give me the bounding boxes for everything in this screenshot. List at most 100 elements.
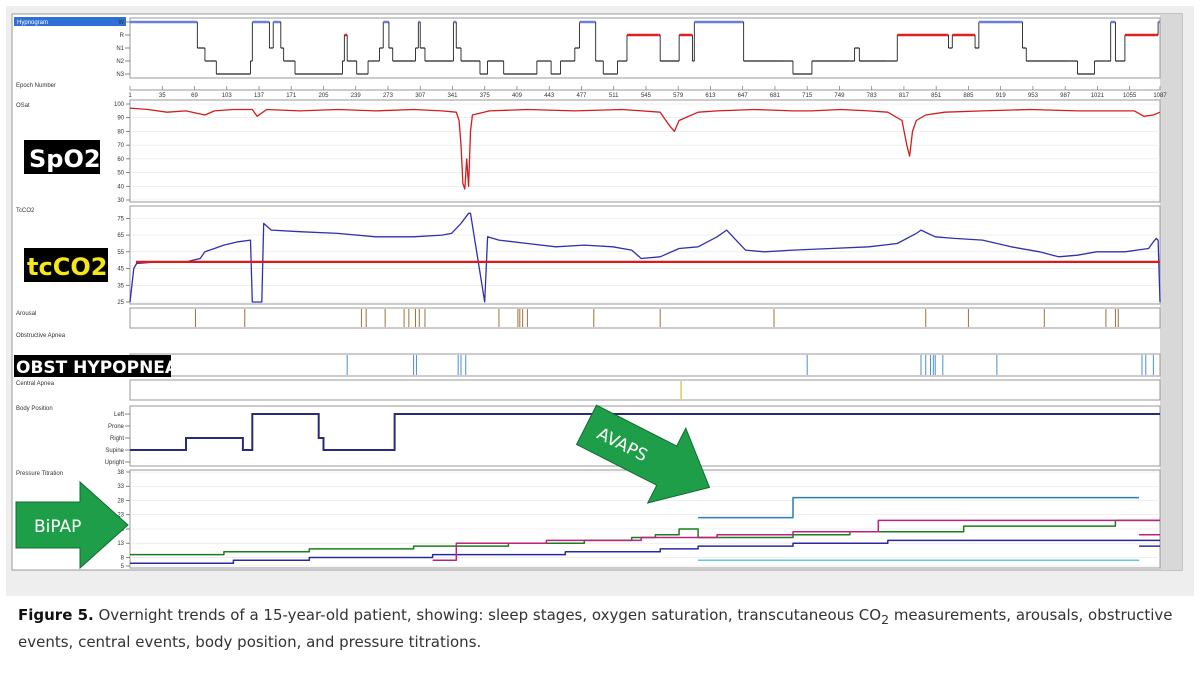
body-position-title: Body Position — [16, 406, 53, 412]
epoch-tick-label: 749 — [834, 93, 845, 99]
spo2-overlay-label: SpO2 — [24, 140, 101, 174]
epoch-tick-label: 341 — [447, 93, 458, 99]
pressure-series — [130, 496, 1160, 564]
obstructive-apnea-title: Obstructive Apnea — [16, 333, 66, 339]
pressure-titration-title: Pressure Titration — [16, 471, 63, 477]
hypnogram-stage-label: W — [118, 20, 124, 26]
pressure-line — [130, 539, 1160, 564]
spo2-line — [129, 107, 1161, 190]
position-axis: Left Prone Right Supine Upright — [105, 412, 130, 466]
epoch-tick-label: 885 — [963, 93, 974, 99]
epoch-tick-label: 511 — [609, 93, 619, 99]
figure-caption: Figure 5. Overnight trends of a 15-year-… — [18, 604, 1182, 654]
osat-title: OSat — [16, 103, 30, 109]
spo2-tick-label: 50 — [117, 171, 124, 177]
epoch-tick-label: 1087 — [1153, 93, 1167, 99]
hypnogram-stage-label: N2 — [116, 59, 124, 65]
caption-text-b: measurements, arousals, obstructive even… — [18, 606, 1173, 651]
chart-frame — [11, 13, 1183, 571]
pressure-tick-label: 28 — [117, 498, 124, 504]
obstructive-events — [346, 355, 1154, 375]
pressure-tick-label: 8 — [121, 555, 125, 561]
epoch-tick-label: 613 — [705, 93, 716, 99]
epoch-tick-label: 851 — [931, 93, 942, 99]
tcco2-title: TcCO2 — [16, 208, 35, 214]
pressure-tick-label: 23 — [117, 513, 124, 519]
epoch-tick-label: 545 — [641, 93, 652, 99]
tcco2-series — [129, 212, 1161, 303]
hypnogram-title-bg — [14, 17, 126, 26]
spo2-tick-label: 70 — [117, 143, 124, 149]
spo2-tick-label: 90 — [117, 116, 124, 122]
tcco2-axis: 25 35 45 55 65 75 — [117, 216, 1160, 306]
epoch-tick-label: 1021 — [1091, 93, 1105, 99]
bipap-label: BiPAP — [34, 517, 81, 537]
tcco2-line — [129, 212, 1161, 303]
spo2-tick-label: 60 — [117, 157, 124, 163]
pressure-line — [130, 519, 1160, 556]
hypnogram-series — [130, 20, 1160, 75]
tcco2-tick-label: 65 — [117, 233, 124, 239]
epoch-tick-label: 103 — [222, 93, 233, 99]
tcco2-overlay-label: tcCO2 — [24, 248, 108, 282]
caption-figure-number: Figure 5. — [18, 606, 94, 624]
epoch-tick-label: 681 — [770, 93, 781, 99]
spo2-tick-label: 100 — [114, 102, 125, 108]
epoch-tick-label: 647 — [738, 93, 749, 99]
position-level-label: Right — [110, 436, 124, 442]
epoch-tick-label: 375 — [480, 93, 491, 99]
spo2-tick-label: 30 — [117, 198, 124, 204]
epoch-tick-label: 307 — [415, 93, 426, 99]
spo2-plot-box — [129, 99, 1161, 203]
tcco2-plot-box — [129, 205, 1161, 305]
epoch-tick-label: 35 — [159, 93, 166, 99]
caption-text-a: Overnight trends of a 15-year-old patien… — [93, 606, 882, 624]
epoch-axis: 1 35 69 103 137 171 205 239 273 307 341 375 409 443 47… — [128, 86, 1167, 99]
epoch-tick-label: 239 — [351, 93, 362, 99]
hypnogram-stage-label: N1 — [116, 46, 124, 52]
epoch-tick-label: 783 — [867, 93, 878, 99]
tcco2-tick-label: 35 — [117, 283, 124, 289]
bipap-arrow: BiPAP — [15, 480, 129, 570]
hypnogram-stage-label: N3 — [116, 72, 124, 78]
tcco2-tick-label: 25 — [117, 300, 124, 306]
central-apnea-title: Central Apnea — [16, 381, 55, 387]
epoch-tick-label: 443 — [544, 93, 555, 99]
tcco2-tick-label: 55 — [117, 250, 124, 256]
epoch-tick-label: 205 — [318, 93, 329, 99]
position-line — [130, 413, 1160, 451]
position-level-label: Upright — [105, 460, 125, 466]
epoch-tick-label: 987 — [1060, 93, 1071, 99]
position-level-label: Left — [114, 412, 124, 418]
overnight-trends-chart: Hypnogram Epoch Number OSat TcCO2 Arousa… — [6, 6, 1194, 596]
arousal-events — [194, 309, 1119, 327]
epoch-tick-label: 477 — [576, 93, 587, 99]
obst-hypopnea-overlay-label: OBST HYPOPNEA — [14, 355, 179, 378]
spo2-overlay-text: SpO2 — [29, 145, 101, 173]
epoch-tick-label: 273 — [383, 93, 394, 99]
pressure-tick-label: 5 — [121, 564, 125, 570]
arousal-title: Arousal — [16, 311, 36, 317]
pressure-line — [432, 519, 1160, 562]
spo2-series — [129, 107, 1161, 190]
position-level-label: Prone — [108, 424, 125, 430]
avaps-arrow: AVAPS — [575, 404, 711, 504]
epoch-tick-label: 1055 — [1123, 93, 1137, 99]
epoch-tick-label: 919 — [996, 93, 1007, 99]
pressure-tick-label: 38 — [117, 470, 124, 476]
arousal-plot-box — [129, 307, 1161, 329]
pressure-tick-label: 13 — [117, 541, 124, 547]
epoch-tick-label: 171 — [286, 93, 297, 99]
epoch-tick-label: 409 — [512, 93, 523, 99]
tcco2-tick-label: 45 — [117, 267, 124, 273]
epoch-tick-label: 579 — [673, 93, 684, 99]
tcco2-tick-label: 75 — [117, 216, 124, 222]
pressure-tick-label: 33 — [117, 484, 124, 490]
spo2-tick-label: 80 — [117, 129, 124, 135]
obst-hypopnea-overlay-text: OBST HYPOPNEA — [16, 358, 179, 378]
tcco2-overlay-text: tcCO2 — [27, 253, 107, 281]
epoch-tick-label: 1 — [128, 93, 132, 99]
epoch-tick-label: 817 — [899, 93, 910, 99]
position-level-label: Supine — [105, 448, 124, 454]
